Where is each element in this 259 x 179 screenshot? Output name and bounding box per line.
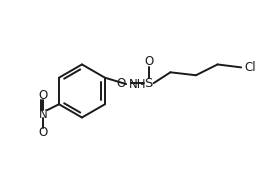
Text: O: O <box>144 55 153 68</box>
Text: O: O <box>39 89 48 102</box>
Text: O: O <box>39 126 48 139</box>
Text: Cl: Cl <box>244 61 256 74</box>
Text: S: S <box>145 77 153 90</box>
Text: N: N <box>39 108 48 121</box>
Text: NH: NH <box>129 78 147 91</box>
Text: O: O <box>117 77 126 90</box>
